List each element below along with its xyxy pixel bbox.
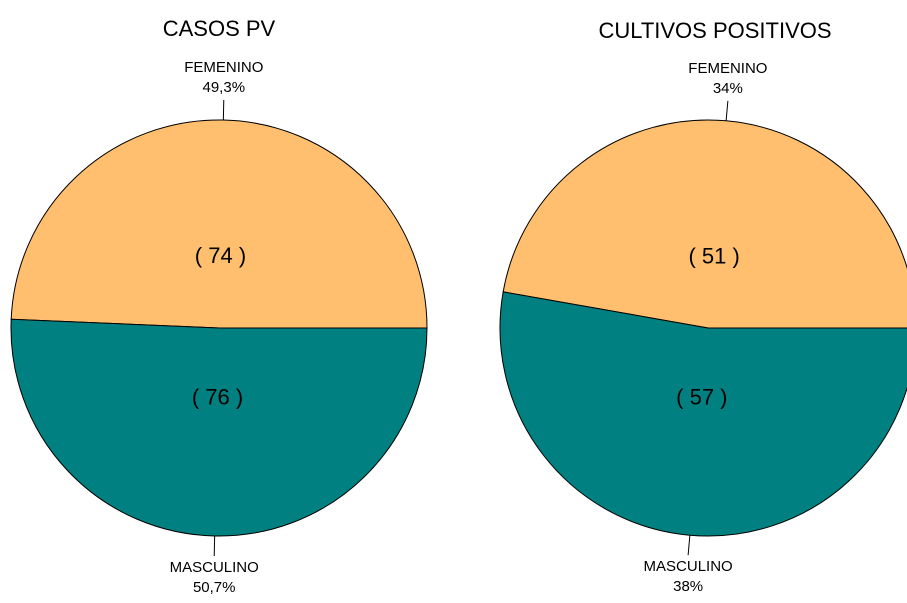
chart-title: CULTIVOS POSITIVOS bbox=[598, 18, 831, 43]
leader-line bbox=[687, 535, 691, 556]
category-label: MASCULINO bbox=[644, 558, 733, 575]
category-label: FEMENINO bbox=[184, 59, 263, 76]
pie-slice bbox=[10, 119, 428, 329]
slice-value-label: ( 51 ) bbox=[688, 243, 739, 268]
percentage-label: 50,7% bbox=[193, 579, 236, 596]
pie-slice bbox=[499, 291, 907, 537]
slice-value-label: ( 76 ) bbox=[192, 385, 243, 410]
percentage-label: 38% bbox=[673, 578, 703, 595]
pie-slice bbox=[10, 318, 428, 537]
leader-line bbox=[725, 100, 729, 121]
category-label: FEMENINO bbox=[688, 60, 767, 77]
slice-value-label: ( 74 ) bbox=[195, 243, 246, 268]
slice-value-label: ( 57 ) bbox=[676, 384, 727, 409]
percentage-label: 49,3% bbox=[203, 79, 246, 96]
pie-slice bbox=[502, 119, 907, 329]
chart-title: CASOS PV bbox=[163, 16, 276, 41]
percentage-label: 34% bbox=[713, 80, 743, 97]
category-label: MASCULINO bbox=[170, 559, 259, 576]
